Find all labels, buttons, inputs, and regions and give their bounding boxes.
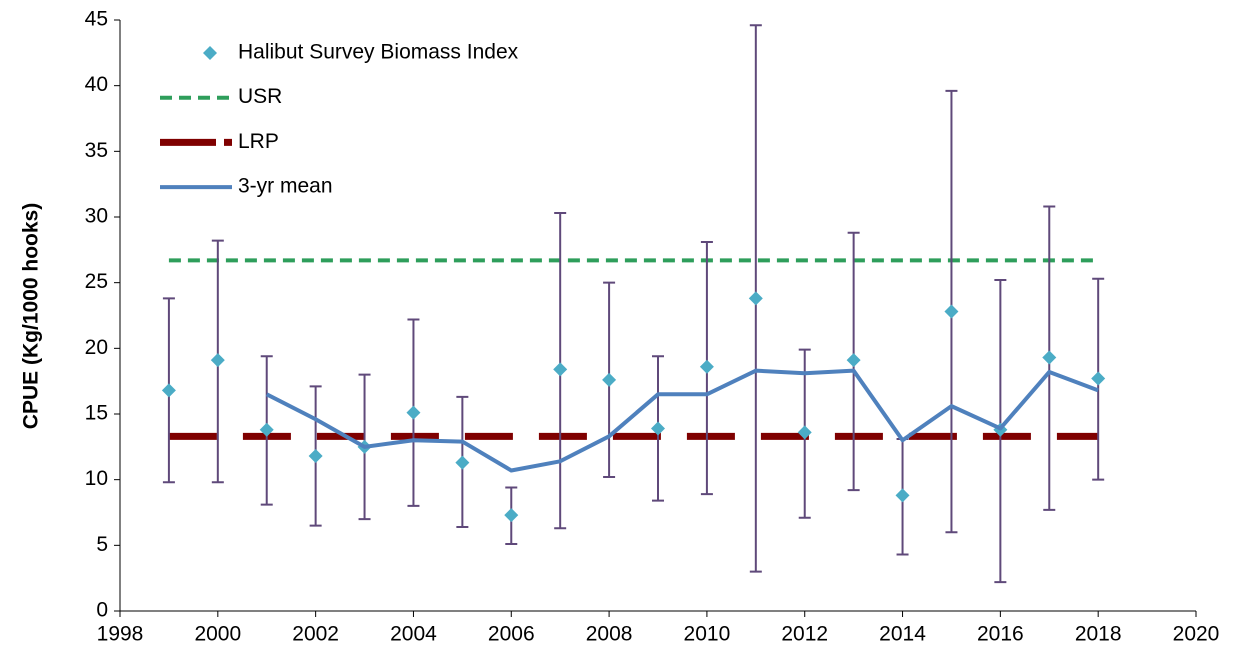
data-point	[895, 488, 910, 503]
data-point	[699, 359, 714, 374]
x-tick-label: 2000	[194, 623, 241, 646]
x-tick-label: 2018	[1075, 623, 1122, 646]
y-axis-label: CPUE (Kg/1000 hooks)	[20, 203, 43, 429]
y-tick-label: 0	[96, 599, 108, 622]
data-point	[797, 425, 812, 440]
data-point	[1042, 350, 1057, 365]
x-tick-label: 2012	[781, 623, 828, 646]
legend-marker	[203, 46, 217, 60]
y-tick-label: 15	[85, 402, 108, 425]
data-point	[308, 449, 323, 464]
x-tick-label: 2016	[977, 623, 1024, 646]
x-tick-label: 2020	[1173, 623, 1220, 646]
x-tick-label: 2014	[879, 623, 926, 646]
y-tick-label: 40	[85, 73, 108, 96]
y-tick-label: 20	[85, 336, 108, 359]
legend-label: USR	[238, 85, 282, 108]
x-tick-label: 1998	[97, 623, 144, 646]
x-tick-label: 2010	[684, 623, 731, 646]
data-point	[1091, 371, 1106, 386]
y-tick-label: 30	[85, 205, 108, 228]
data-point	[944, 304, 959, 319]
x-tick-label: 2008	[586, 623, 633, 646]
data-point	[602, 372, 617, 387]
y-tick-label: 25	[85, 270, 108, 293]
y-tick-label: 35	[85, 139, 108, 162]
data-point	[161, 383, 176, 398]
legend-label: 3-yr mean	[238, 175, 333, 198]
data-point	[553, 362, 568, 377]
x-tick-label: 2006	[488, 623, 535, 646]
x-tick-label: 2004	[390, 623, 437, 646]
data-point	[406, 405, 421, 420]
legend-label: Halibut Survey Biomass Index	[238, 41, 519, 64]
x-tick-label: 2002	[292, 623, 339, 646]
data-point	[504, 508, 519, 523]
data-point	[651, 421, 665, 436]
legend-label: LRP	[238, 130, 279, 153]
data-point	[259, 422, 274, 437]
data-point	[748, 291, 763, 306]
data-point	[455, 455, 470, 470]
data-point	[210, 353, 225, 368]
data-point	[846, 353, 861, 368]
line-line	[265, 368, 1099, 473]
y-tick-label: 5	[96, 533, 108, 556]
y-tick-label: 10	[85, 467, 108, 490]
y-tick-label: 45	[85, 8, 108, 31]
